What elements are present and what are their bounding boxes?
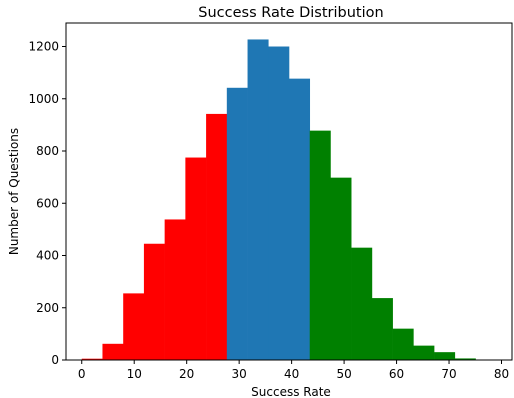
histogram-bar-17 — [434, 352, 456, 360]
histogram-bar-2 — [123, 293, 145, 360]
x-tick-label-7: 70 — [441, 367, 456, 381]
x-axis-ticks: 0 10 20 30 40 50 60 70 80 — [78, 360, 509, 381]
y-tick-label-6: 1200 — [28, 40, 59, 54]
y-axis-label: Number of Questions — [7, 128, 21, 255]
histogram-bar-3 — [143, 243, 165, 360]
y-axis-ticks: 0 200 400 600 800 1000 1200 — [28, 40, 66, 367]
x-tick-label-3: 30 — [232, 367, 247, 381]
bars-layer — [81, 39, 497, 361]
chart-title: Success Rate Distribution — [198, 5, 383, 21]
histogram-bar-9 — [268, 46, 290, 360]
histogram-bar-14 — [371, 298, 393, 360]
histogram-bar-13 — [351, 247, 373, 360]
histogram-bar-0 — [81, 358, 103, 360]
y-tick-label-3: 600 — [36, 196, 59, 210]
histogram-bar-18 — [454, 358, 476, 360]
histogram-bar-1 — [102, 343, 124, 360]
histogram-bar-11 — [309, 130, 331, 360]
histogram-bar-6 — [206, 113, 228, 361]
x-tick-label-5: 50 — [336, 367, 351, 381]
histogram-bar-12 — [330, 177, 352, 360]
histogram-bar-5 — [185, 157, 207, 360]
histogram-bar-8 — [247, 39, 269, 361]
x-tick-label-6: 60 — [389, 367, 404, 381]
y-tick-label-2: 400 — [36, 249, 59, 263]
histogram-bar-15 — [392, 328, 414, 360]
histogram-bar-10 — [289, 78, 311, 360]
y-tick-label-5: 1000 — [28, 92, 59, 106]
histogram-bar-7 — [226, 87, 248, 360]
x-tick-label-1: 10 — [127, 367, 142, 381]
y-tick-label-1: 200 — [36, 301, 59, 315]
x-tick-label-8: 80 — [494, 367, 509, 381]
y-tick-label-4: 800 — [36, 144, 59, 158]
plot-frame — [65, 22, 513, 361]
y-tick-label-0: 0 — [51, 353, 59, 367]
histogram-bar-4 — [164, 219, 186, 360]
x-tick-label-0: 0 — [78, 367, 86, 381]
histogram-bar-16 — [413, 345, 435, 360]
x-tick-label-2: 20 — [179, 367, 194, 381]
x-tick-label-4: 40 — [284, 367, 299, 381]
x-axis-label: Success Rate — [251, 385, 331, 398]
